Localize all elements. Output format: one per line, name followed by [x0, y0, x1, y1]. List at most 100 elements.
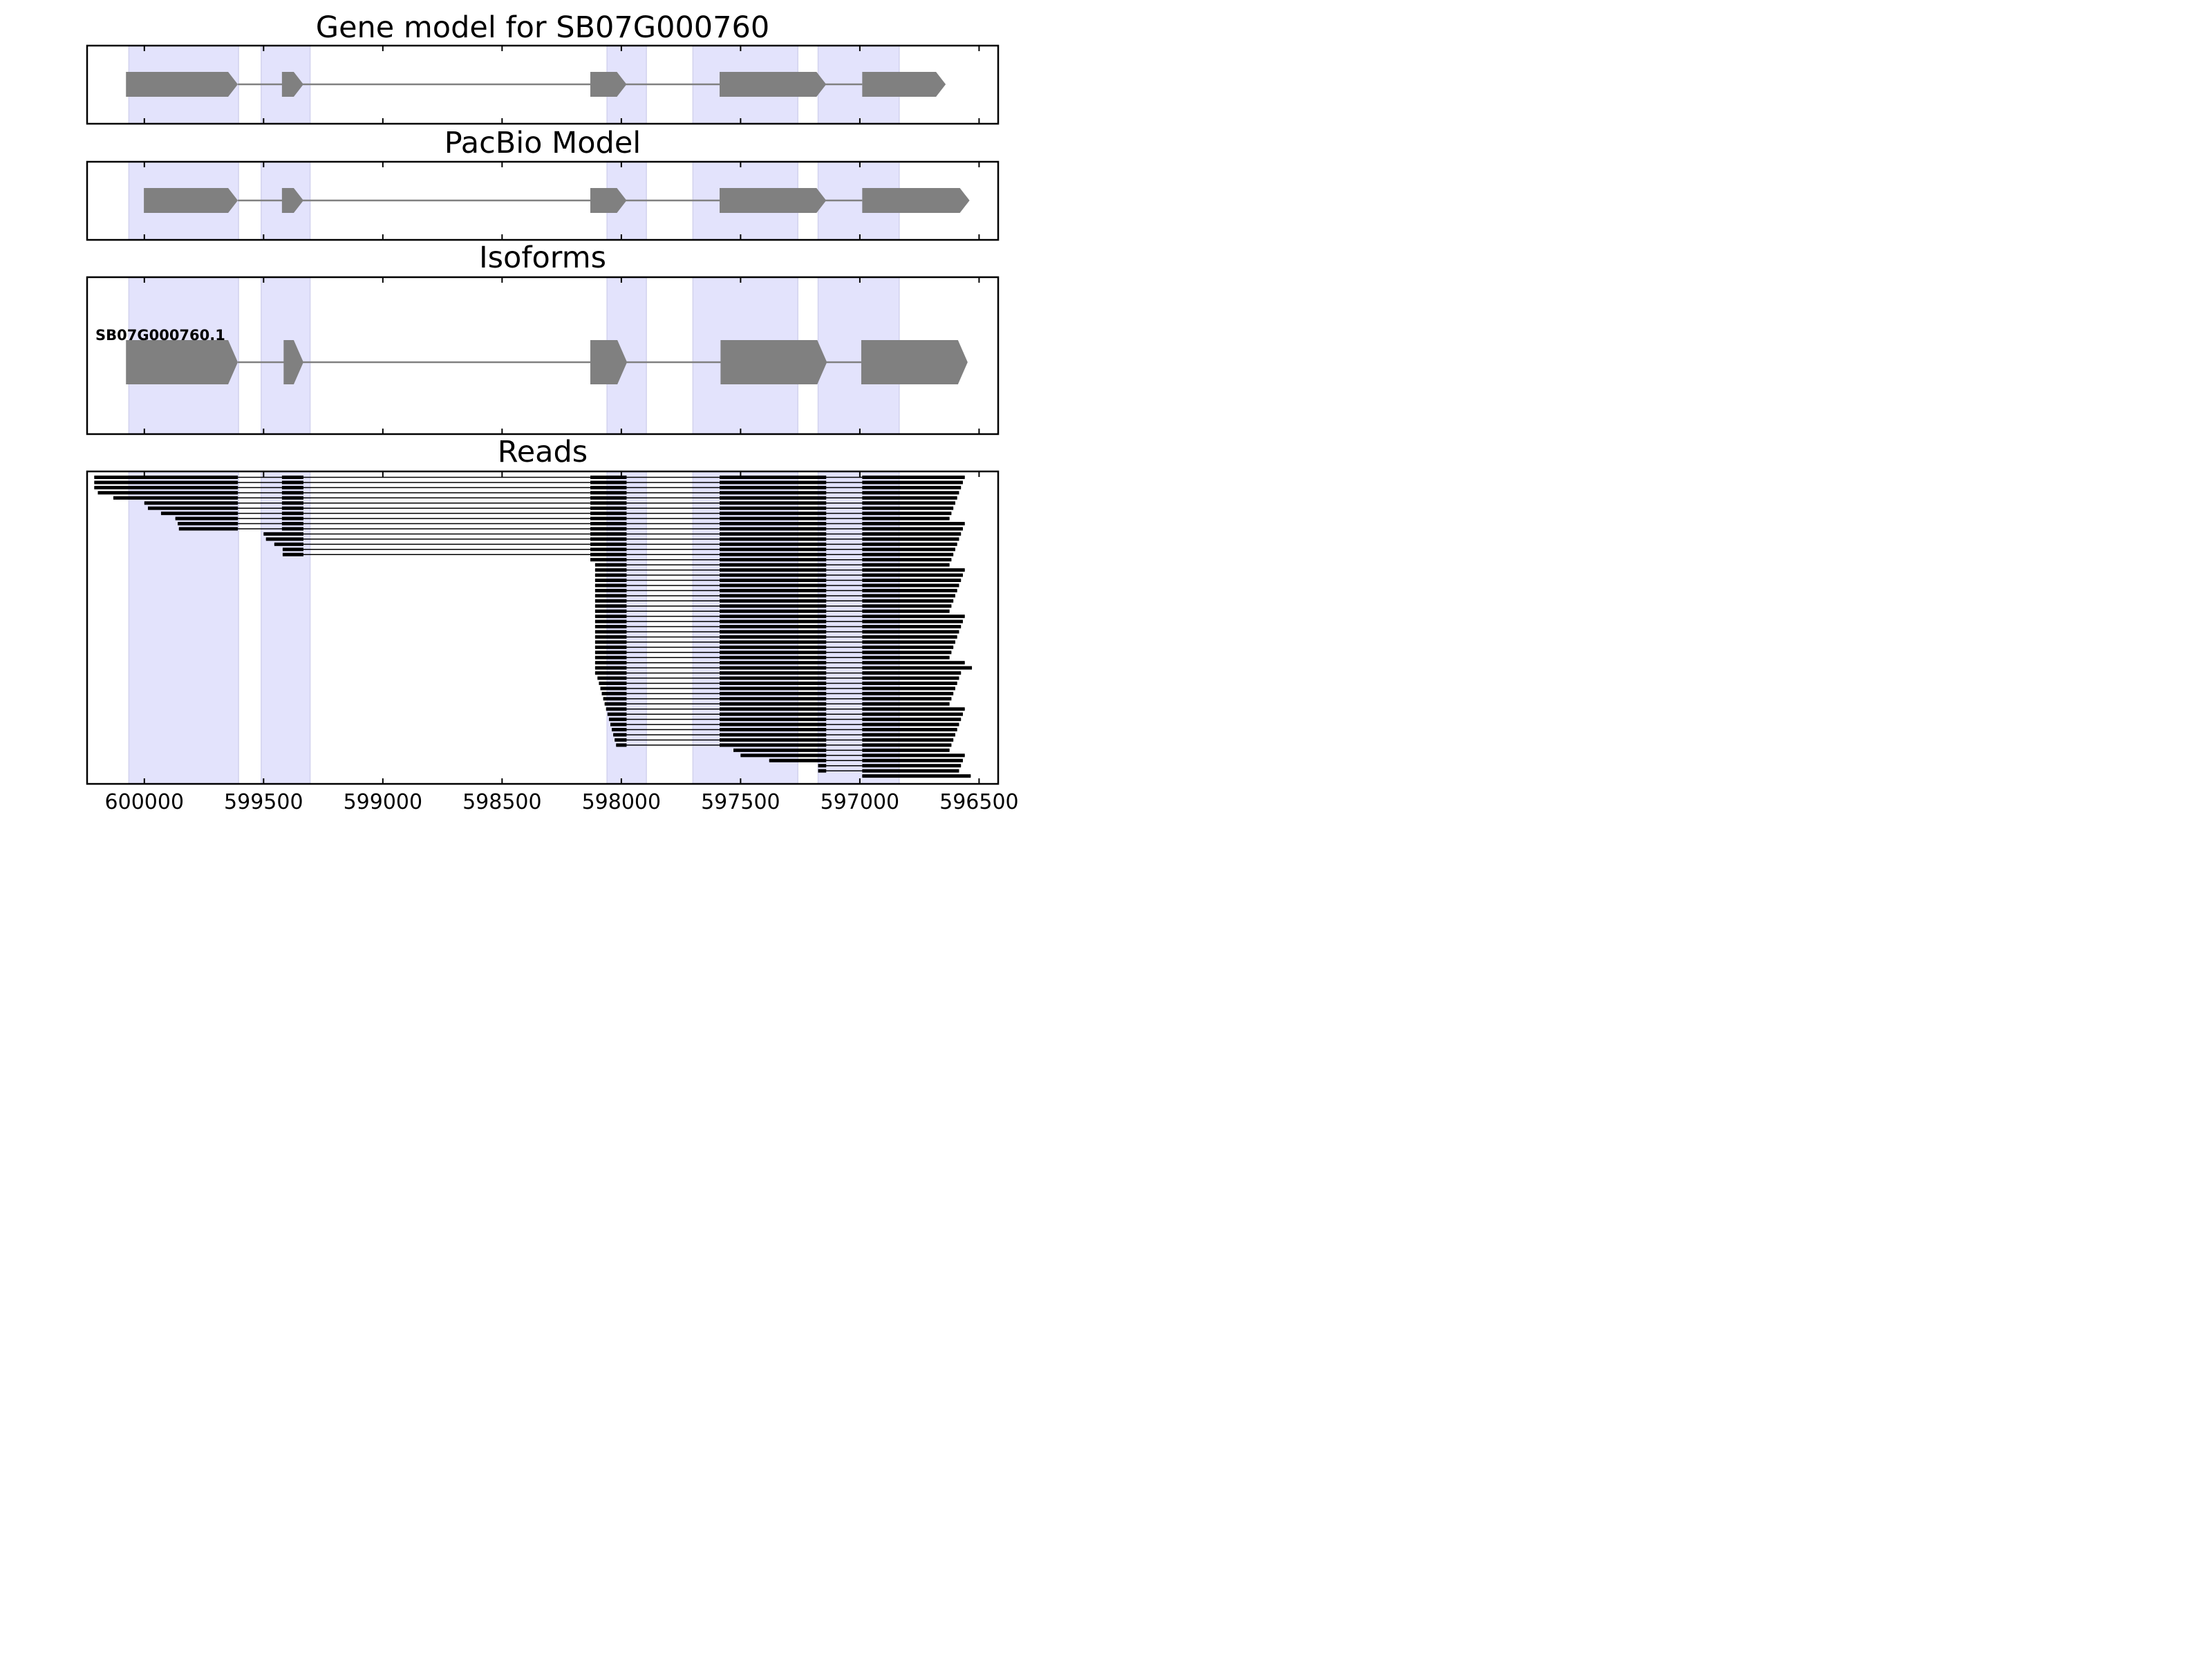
read-block: [862, 712, 963, 716]
read-block: [720, 609, 827, 613]
read-block: [720, 691, 827, 695]
read-block: [862, 774, 971, 778]
read-block: [740, 753, 827, 758]
read-block: [862, 506, 954, 510]
read-block: [263, 532, 303, 536]
pacbio-model-panel: [128, 161, 970, 241]
read-block: [616, 743, 627, 747]
gene-model-panel: [126, 45, 946, 124]
read-block: [281, 485, 303, 489]
read-block: [590, 558, 627, 562]
read-block: [862, 661, 965, 665]
read-block: [720, 625, 827, 629]
read-block: [720, 702, 827, 706]
read-block: [720, 615, 827, 619]
exon-arrow: [590, 188, 627, 213]
read-block: [720, 722, 827, 727]
read-block: [594, 635, 627, 639]
read-block: [862, 512, 952, 516]
read-block: [720, 516, 827, 521]
read-block: [590, 552, 627, 556]
read-block: [862, 718, 962, 722]
read-block: [720, 532, 827, 536]
isoforms-frame: [86, 276, 1000, 435]
pacbio-model-title: PacBio Model: [444, 126, 641, 160]
exon-arrow: [862, 72, 946, 97]
read-block: [281, 506, 303, 510]
read-block: [862, 501, 955, 505]
read-block: [594, 655, 627, 659]
read-block: [862, 743, 952, 747]
read-block: [862, 753, 965, 758]
read-block: [862, 707, 965, 711]
read-block: [615, 738, 627, 742]
read-block: [590, 506, 627, 510]
read-block: [862, 738, 954, 742]
read-block: [594, 579, 627, 582]
read-block: [862, 516, 950, 521]
read-block: [590, 527, 627, 531]
reads-panel: [94, 471, 973, 785]
exon-arrow: [862, 188, 970, 213]
read-block: [281, 496, 303, 500]
read-block: [862, 666, 973, 670]
read-block: [720, 496, 827, 500]
read-block: [862, 604, 952, 608]
read-block: [720, 671, 827, 675]
read-block: [590, 522, 627, 526]
read-block: [590, 537, 627, 541]
read-block: [720, 552, 827, 556]
read-block: [862, 542, 957, 546]
exon-arrow: [144, 188, 238, 213]
x-axis: 600000 599500 599000 598500 598000 597500 5970…: [105, 46, 1019, 813]
read-block: [94, 476, 238, 479]
x-tick-label: 597000: [821, 790, 900, 813]
read-block: [599, 682, 627, 685]
exon-arrow: [590, 340, 628, 384]
read-block: [720, 728, 827, 732]
read-block: [818, 764, 827, 768]
read-block: [720, 588, 827, 592]
read-block: [769, 758, 827, 762]
read-block: [720, 522, 827, 526]
exon-arrow: [281, 188, 303, 213]
read-block: [862, 573, 963, 577]
read-block: [594, 619, 627, 624]
read-block: [862, 764, 962, 768]
isoforms-title: Isoforms: [479, 241, 606, 275]
read-block: [862, 691, 954, 695]
read-block: [862, 645, 954, 649]
read-block: [281, 491, 303, 495]
read-block: [720, 476, 827, 479]
read-block: [594, 604, 627, 608]
read-block: [594, 625, 627, 629]
read-block: [720, 686, 827, 691]
read-block: [608, 718, 627, 722]
read-block: [606, 707, 627, 711]
pacbio-model-frame: [86, 160, 1000, 241]
read-block: [594, 671, 627, 675]
read-block: [281, 527, 303, 531]
read-block: [720, 718, 827, 722]
exon-arrow: [283, 340, 303, 384]
read-block: [590, 485, 627, 489]
read-block: [862, 547, 955, 552]
read-block: [594, 609, 627, 613]
read-block: [862, 769, 959, 773]
read-block: [720, 645, 827, 649]
read-block: [594, 573, 627, 577]
read-block: [862, 728, 957, 732]
read-block: [600, 686, 627, 691]
read-block: [862, 599, 954, 603]
read-block: [594, 630, 627, 634]
read-block: [862, 635, 957, 639]
read-block: [720, 655, 827, 659]
read-block: [862, 722, 959, 727]
read-block: [594, 583, 627, 588]
read-block: [282, 552, 303, 556]
read-block: [281, 512, 303, 516]
read-block: [594, 645, 627, 649]
read-block: [175, 516, 238, 521]
read-block: [282, 547, 303, 552]
read-block: [720, 650, 827, 655]
